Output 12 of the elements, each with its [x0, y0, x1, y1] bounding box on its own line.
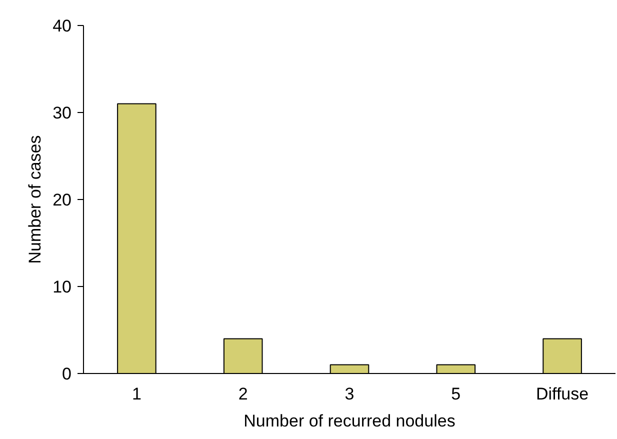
y-tick-label: 30 [52, 104, 72, 122]
x-tick-label: 3 [344, 384, 354, 404]
y-tick-label: 20 [52, 190, 72, 210]
x-tick-label: 1 [132, 384, 142, 404]
y-axis-title: Number of cases [26, 135, 45, 264]
x-axis-title: Number of recurred nodules [244, 412, 456, 430]
x-tick-label: Diffuse [536, 384, 589, 404]
x-tick-label: 2 [238, 384, 248, 404]
x-tick-label: 5 [451, 384, 461, 404]
y-tick-label: 0 [62, 364, 72, 384]
y-tick-label: 40 [52, 16, 72, 36]
y-tick-label: 10 [52, 278, 72, 296]
